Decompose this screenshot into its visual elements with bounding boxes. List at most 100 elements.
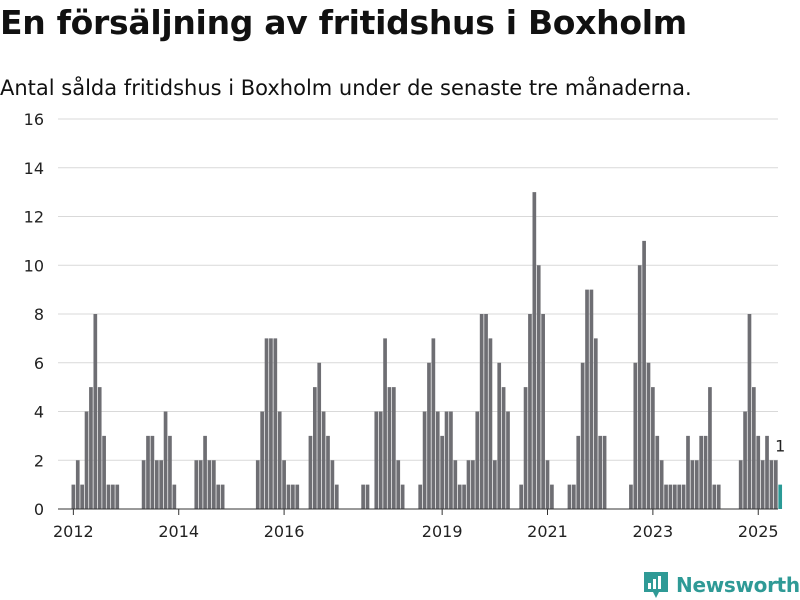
bar xyxy=(466,460,471,509)
bar xyxy=(141,460,146,509)
bar xyxy=(475,411,480,509)
bar xyxy=(602,435,607,509)
bar xyxy=(146,435,150,509)
bar xyxy=(277,411,282,509)
bar xyxy=(431,338,436,509)
annotations: 1 xyxy=(775,437,785,456)
bar xyxy=(778,484,783,509)
bar xyxy=(71,484,76,509)
newsworthy-chart-icon xyxy=(644,572,668,598)
bar xyxy=(550,484,554,509)
bar xyxy=(716,484,721,509)
last-value-label: 1 xyxy=(775,437,785,456)
bar xyxy=(75,460,80,509)
bar xyxy=(317,362,322,509)
x-tick-label: 2012 xyxy=(53,522,94,541)
bar xyxy=(567,484,572,509)
bar xyxy=(334,484,339,509)
bar xyxy=(111,484,115,509)
bar xyxy=(374,411,379,509)
bar xyxy=(471,460,475,509)
bar xyxy=(664,484,668,509)
y-tick-label: 8 xyxy=(34,305,44,324)
bar xyxy=(207,460,212,509)
bar xyxy=(703,435,708,509)
bar xyxy=(659,460,664,509)
gridlines xyxy=(58,118,778,461)
bar xyxy=(163,411,168,509)
bar xyxy=(501,387,506,509)
bar xyxy=(633,362,638,509)
bar xyxy=(422,411,427,509)
bar xyxy=(572,484,576,509)
bar xyxy=(686,435,690,509)
bar xyxy=(773,460,778,509)
bar xyxy=(154,460,159,509)
bar xyxy=(102,435,106,509)
bar xyxy=(593,338,598,509)
bar xyxy=(708,387,712,509)
y-tick-label: 4 xyxy=(34,403,44,422)
bar xyxy=(444,411,449,509)
x-tick-label: 2025 xyxy=(738,522,779,541)
bar xyxy=(392,387,396,509)
bar xyxy=(97,387,102,509)
bar xyxy=(321,411,326,509)
bar xyxy=(672,484,677,509)
chart-subtitle: Antal sålda fritidshus i Boxholm under d… xyxy=(0,76,692,100)
bar xyxy=(106,484,111,509)
bar xyxy=(326,435,330,509)
bar xyxy=(681,484,686,509)
brand-logo[interactable]: Newsworthy xyxy=(644,570,800,600)
bar xyxy=(84,411,89,509)
bar xyxy=(677,484,682,509)
bar xyxy=(396,460,401,509)
y-tick-label: 16 xyxy=(24,110,44,129)
bar xyxy=(194,460,199,509)
bar xyxy=(462,484,466,509)
bar xyxy=(532,192,537,509)
bar xyxy=(712,484,717,509)
bar xyxy=(453,460,458,509)
bar xyxy=(291,484,295,509)
bar xyxy=(637,265,642,509)
bar xyxy=(168,435,172,509)
x-tick-label: 2023 xyxy=(633,522,674,541)
bar xyxy=(115,484,120,509)
bar xyxy=(756,435,761,509)
x-axis-ticks: 2012 2014 2016 2019 2021 2023 2025 xyxy=(53,509,779,541)
bar xyxy=(523,387,528,509)
bar xyxy=(264,338,269,509)
bar xyxy=(80,484,84,509)
bar xyxy=(203,435,207,509)
bar xyxy=(93,314,98,509)
bar xyxy=(497,362,502,509)
bar xyxy=(545,460,550,509)
x-tick-label: 2014 xyxy=(158,522,199,541)
x-tick-label: 2019 xyxy=(422,522,463,541)
y-axis-ticks: 0 2 4 6 8 10 12 14 16 xyxy=(24,110,44,519)
x-tick-label: 2016 xyxy=(264,522,305,541)
y-tick-label: 2 xyxy=(34,451,44,470)
bar xyxy=(260,411,264,509)
bar xyxy=(282,460,286,509)
bar xyxy=(330,460,335,509)
bar xyxy=(580,362,585,509)
bar xyxy=(642,240,646,509)
bar xyxy=(383,338,387,509)
bar xyxy=(365,484,370,509)
bar xyxy=(89,387,93,509)
bar xyxy=(752,387,756,509)
bar xyxy=(440,435,444,509)
bar xyxy=(216,484,221,509)
bar xyxy=(457,484,462,509)
bar xyxy=(361,484,365,509)
bar xyxy=(629,484,633,509)
bar xyxy=(747,314,752,509)
bar xyxy=(576,435,581,509)
bar xyxy=(492,460,497,509)
bar xyxy=(427,362,431,509)
bar xyxy=(765,435,769,509)
bar xyxy=(536,265,541,509)
bar xyxy=(760,460,765,509)
